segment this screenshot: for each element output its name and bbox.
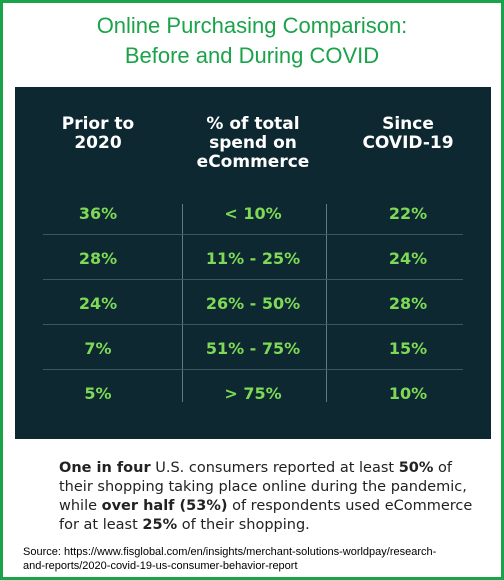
column-divider-left xyxy=(182,204,183,402)
summary-emphasis: 50% xyxy=(398,460,434,476)
table-cell-ecommerce-spend: < 10% xyxy=(224,204,282,223)
summary-emphasis: One in four xyxy=(59,460,151,476)
column-header-ecommerce-spend: % of total spend on eCommerce xyxy=(178,115,328,172)
header-text: % of total xyxy=(206,114,300,134)
column-header-since-covid: Since COVID-19 xyxy=(333,115,483,153)
summary-emphasis: over half (53%) xyxy=(101,498,228,514)
title-line-1: Online Purchasing Comparison: xyxy=(96,13,408,38)
table-cell-ecommerce-spend: > 75% xyxy=(224,384,282,403)
table-cell-prior-2020: 28% xyxy=(78,249,118,268)
table-cell-since-covid: 28% xyxy=(388,294,428,313)
header-text: 2020 xyxy=(74,133,122,153)
header-text: Prior to xyxy=(61,114,135,134)
infographic-title: Online Purchasing Comparison: Before and… xyxy=(3,11,501,71)
table-cell-since-covid: 10% xyxy=(388,384,428,403)
row-divider xyxy=(43,234,463,235)
table-cell-ecommerce-spend: 11% - 25% xyxy=(205,249,301,268)
row-divider xyxy=(43,324,463,325)
summary-text: of respondents used eCommerce for at lea… xyxy=(59,498,473,533)
table-cell-prior-2020: 24% xyxy=(78,294,118,313)
summary-paragraph: One in four U.S. consumers reported at l… xyxy=(59,459,489,535)
row-divider xyxy=(43,279,463,280)
table-cell-prior-2020: 7% xyxy=(84,339,112,358)
column-divider-right xyxy=(326,204,327,402)
table-cell-ecommerce-spend: 51% - 75% xyxy=(205,339,301,358)
comparison-table-panel: Prior to 2020 % of total spend on eComme… xyxy=(15,87,491,439)
summary-text: U.S. consumers reported at least xyxy=(150,460,399,476)
summary-emphasis: 25% xyxy=(142,517,178,533)
table-cell-since-covid: 15% xyxy=(388,339,428,358)
source-citation: Source: https://www.fisglobal.com/en/ins… xyxy=(23,545,493,573)
row-divider xyxy=(43,369,463,370)
header-text: spend on xyxy=(209,133,297,153)
source-line-1: Source: https://www.fisglobal.com/en/ins… xyxy=(23,546,437,558)
table-cell-prior-2020: 5% xyxy=(84,384,112,403)
source-line-2: and-reports/2020-covid-19-us-consumer-be… xyxy=(23,560,298,572)
summary-text: of their shopping taking place online du… xyxy=(59,460,467,514)
header-text: Since xyxy=(382,114,434,134)
table-cell-since-covid: 22% xyxy=(388,204,428,223)
summary-text: of their shopping. xyxy=(177,517,310,533)
table-cell-since-covid: 24% xyxy=(388,249,428,268)
table-cell-ecommerce-spend: 26% - 50% xyxy=(205,294,301,313)
header-text: eCommerce xyxy=(196,152,310,172)
column-header-prior-2020: Prior to 2020 xyxy=(23,115,173,153)
table-cell-prior-2020: 36% xyxy=(78,204,118,223)
header-text: COVID-19 xyxy=(362,133,454,153)
title-line-2: Before and During COVID xyxy=(124,43,380,68)
